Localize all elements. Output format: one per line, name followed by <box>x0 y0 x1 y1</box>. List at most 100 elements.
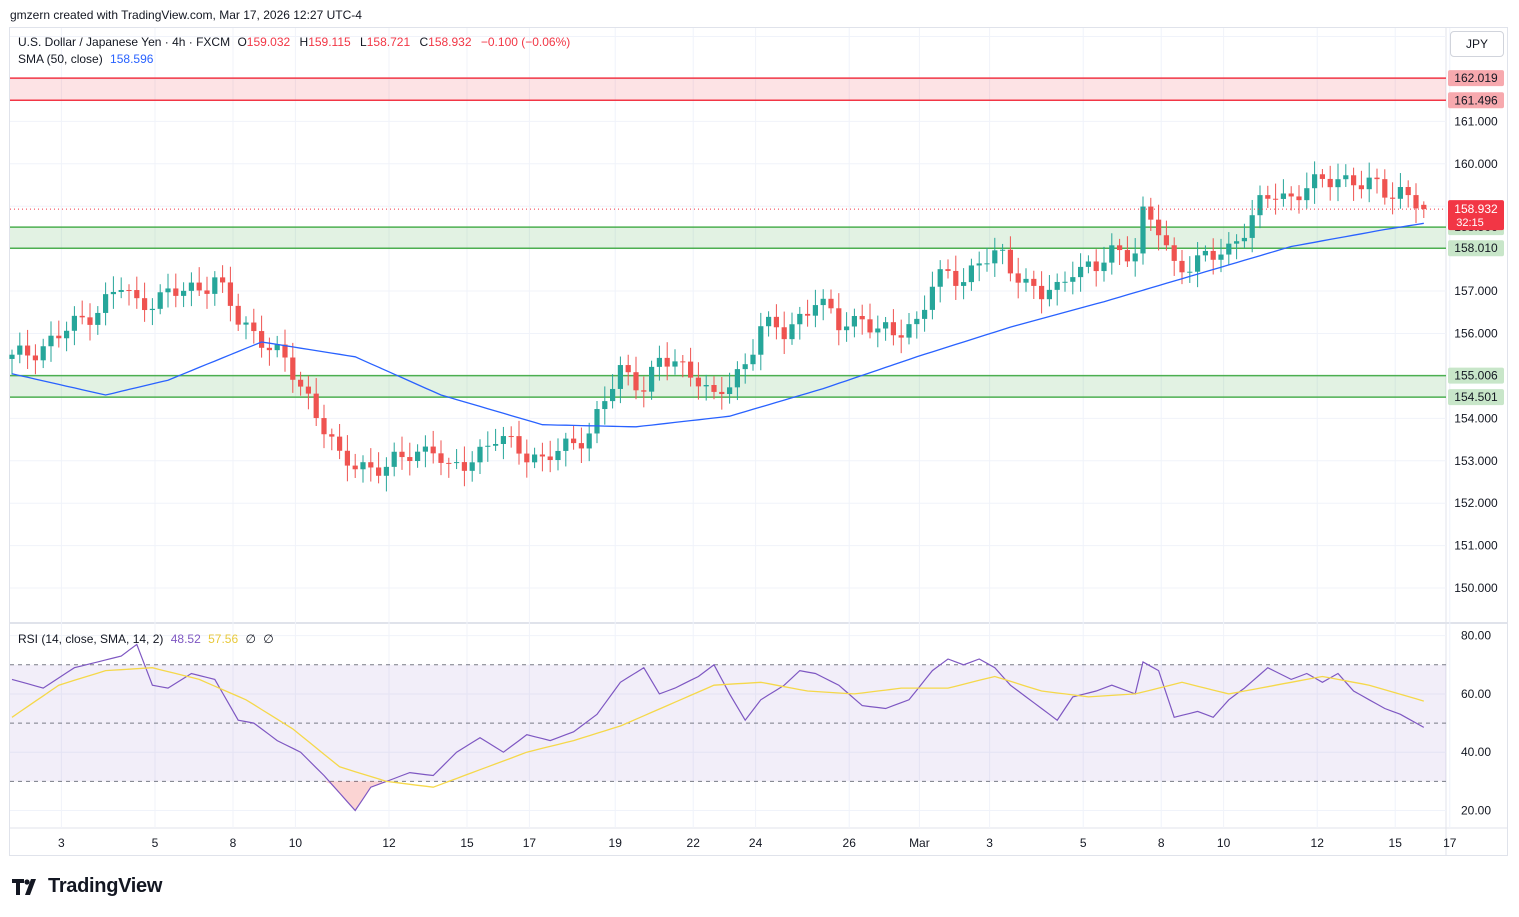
candle-body <box>695 377 701 387</box>
tradingview-logo-icon <box>12 878 36 895</box>
candle-body <box>1382 179 1388 198</box>
candle-body <box>1195 255 1201 272</box>
candle-body <box>500 436 506 444</box>
candle-body <box>259 331 265 348</box>
candle-body <box>703 385 709 387</box>
symbol-title[interactable]: U.S. Dollar / Japanese Yen · 4h · FXCM <box>18 35 231 49</box>
candle-body <box>1405 187 1411 196</box>
candle-body <box>1179 260 1185 273</box>
support-zone <box>10 227 1446 249</box>
support-bottom-tag: 154.501 <box>1454 390 1498 404</box>
price-axis-label: 151.000 <box>1454 539 1498 553</box>
rsi-axis-label: 20.00 <box>1461 804 1491 818</box>
candle-body <box>110 291 116 295</box>
candle-body <box>282 344 288 358</box>
time-axis-label: 24 <box>749 836 763 850</box>
candle-body <box>352 465 358 470</box>
rsi-axis-label: 40.00 <box>1461 745 1491 759</box>
candle-body <box>727 387 733 395</box>
support-bottom-tag-bg <box>1448 389 1504 406</box>
rsi-extra-2: ∅ <box>263 632 274 646</box>
time-axis-label: 17 <box>523 836 537 850</box>
close-value: 158.932 <box>428 35 472 49</box>
candle-body <box>1000 249 1006 251</box>
currency-button[interactable]: JPY <box>1450 31 1504 57</box>
candle-body <box>454 462 460 464</box>
candle-body <box>1031 278 1037 286</box>
candle-body <box>1202 250 1208 256</box>
candle-body <box>71 315 77 331</box>
candle-body <box>1273 198 1279 200</box>
candle-body <box>1390 197 1396 199</box>
candle-body <box>391 451 397 467</box>
time-axis-label: 8 <box>230 836 237 850</box>
support-bottom-tag-bg <box>1448 240 1504 257</box>
candle-body <box>313 393 319 419</box>
candle-body <box>95 312 101 325</box>
candle-body <box>1023 278 1029 283</box>
candle-body <box>1413 195 1419 209</box>
candle-body <box>664 357 670 367</box>
candle-body <box>126 289 132 291</box>
candle-body <box>368 462 374 468</box>
candle-body <box>165 288 171 293</box>
candle-body <box>563 438 569 451</box>
candle-body <box>1374 177 1380 180</box>
candle-body <box>251 322 257 332</box>
price-axis-label: 154.000 <box>1454 411 1498 425</box>
candle-body <box>407 457 413 462</box>
candle-body <box>594 409 600 434</box>
candle-body <box>680 361 686 363</box>
candle-body <box>610 388 616 402</box>
candle-body <box>383 466 389 476</box>
candle-body <box>243 322 249 325</box>
candle-body <box>1249 215 1255 238</box>
candle-body <box>844 326 850 331</box>
candle-body <box>961 282 967 286</box>
candle-body <box>438 453 444 463</box>
rsi-extra-1: ∅ <box>245 632 256 646</box>
rsi-band <box>10 664 1446 782</box>
candle-body <box>1421 204 1427 210</box>
sma-legend[interactable]: SMA (50, close) 158.596 <box>18 52 157 66</box>
candle-body <box>1054 281 1060 290</box>
candle-body <box>945 269 951 271</box>
candle-body <box>633 372 639 391</box>
candle-body <box>539 454 545 457</box>
candle-body <box>1351 175 1357 186</box>
candle-body <box>1280 193 1286 199</box>
chart-credit: gmzern created with TradingView.com, Mar… <box>10 8 362 22</box>
rsi-legend[interactable]: RSI (14, close, SMA, 14, 2) 48.52 57.56 … <box>18 632 278 646</box>
rsi-axis-label: 60.00 <box>1461 687 1491 701</box>
candle-body <box>446 462 452 464</box>
candle-body <box>9 354 15 359</box>
open-label: O <box>237 35 247 49</box>
candle-body <box>571 438 577 444</box>
time-axis-label: 15 <box>460 836 474 850</box>
sma-line <box>11 222 1424 428</box>
candle-body <box>1312 174 1318 189</box>
sma-value: 158.596 <box>110 52 154 66</box>
candle-body <box>789 324 795 340</box>
resistance-bottom-tag-bg <box>1448 92 1504 109</box>
rsi-oversold-fill <box>12 781 1424 811</box>
support-top-tag: 155.006 <box>1454 369 1498 383</box>
candle-body <box>1117 245 1123 251</box>
candle-body <box>32 355 38 361</box>
candle-body <box>329 434 335 437</box>
symbol-legend[interactable]: U.S. Dollar / Japanese Yen · 4h · FXCM O… <box>18 35 576 49</box>
candle-body <box>524 453 530 463</box>
time-axis-label: 3 <box>58 836 65 850</box>
candle-body <box>758 326 764 355</box>
candle-body <box>298 379 304 387</box>
candle-body <box>337 436 343 451</box>
candle-body <box>493 443 499 446</box>
candle-body <box>859 316 865 320</box>
candle-body <box>1124 250 1130 262</box>
candle-body <box>266 347 272 351</box>
tradingview-logo-text: TradingView <box>48 875 163 897</box>
candle-body <box>929 286 935 310</box>
price-axis-label: 157.000 <box>1454 284 1498 298</box>
candle-body <box>305 386 311 394</box>
